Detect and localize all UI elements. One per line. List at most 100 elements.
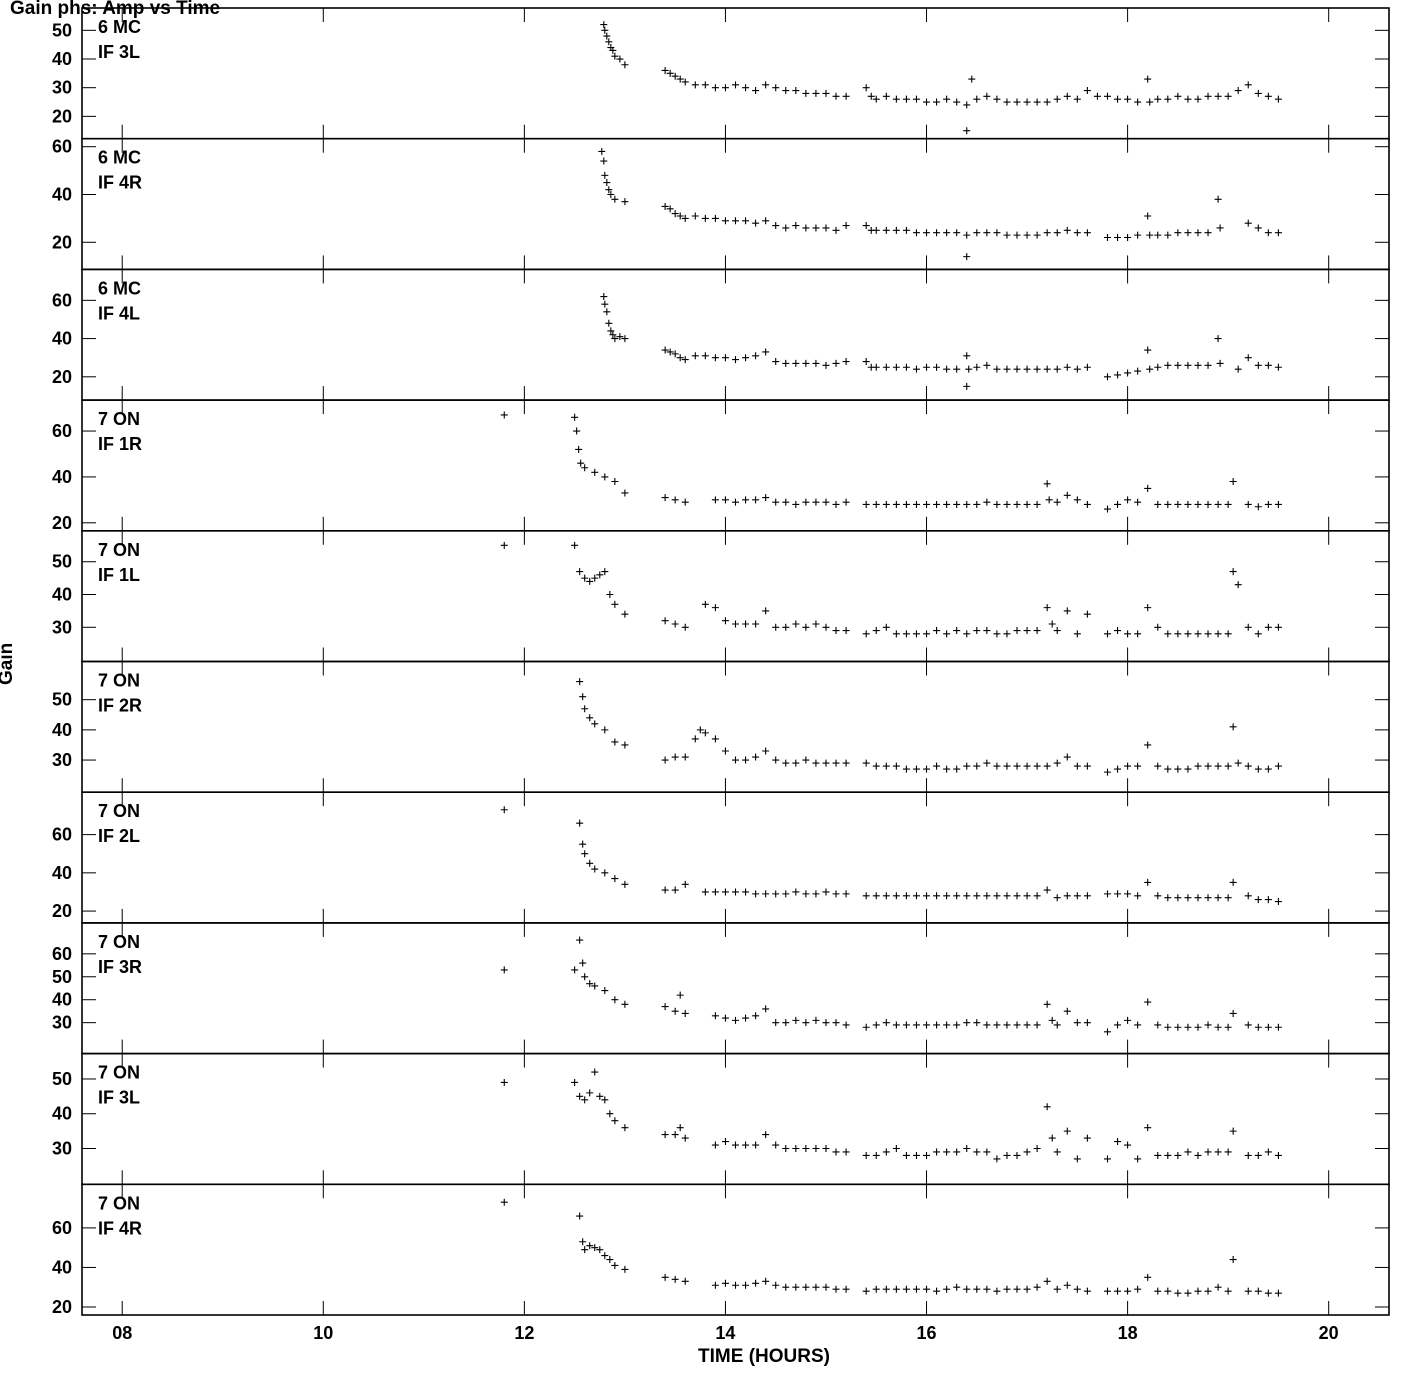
gain-point (1184, 1023, 1192, 1031)
gain-point (596, 1092, 604, 1100)
gain-point (1103, 1028, 1111, 1036)
gain-point (772, 498, 780, 506)
gain-point (762, 494, 770, 502)
gain-point (953, 765, 961, 773)
gain-point (862, 358, 870, 366)
gain-point (1023, 892, 1031, 900)
gain-point (1164, 231, 1172, 239)
gain-point (1204, 92, 1212, 100)
gain-point (1194, 1287, 1202, 1295)
gain-point (661, 346, 669, 354)
gain-point (902, 1151, 910, 1159)
gain-point (721, 747, 729, 755)
gain-point (802, 89, 810, 97)
gain-point (676, 212, 684, 220)
gain-point (1194, 630, 1202, 638)
gain-point (681, 356, 689, 364)
gain-point (711, 888, 719, 896)
gain-point (1264, 765, 1272, 773)
gain-point (1146, 98, 1154, 106)
gain-point (1033, 1144, 1041, 1152)
gain-point (1274, 229, 1282, 237)
gain-point (1083, 1019, 1091, 1027)
gain-point (933, 98, 941, 106)
gain-point (752, 1012, 760, 1020)
y-tick-label: 40 (52, 1257, 72, 1277)
gain-point (1204, 361, 1212, 369)
gain-point (742, 756, 750, 764)
gain-point (792, 759, 800, 767)
panel-4: 20 40 60 7 ON IF 1R (52, 399, 1390, 533)
gain-point (1194, 361, 1202, 369)
gain-point (973, 1148, 981, 1156)
gain-point (721, 888, 729, 896)
gain-point (1154, 1021, 1162, 1029)
gain-point (605, 186, 613, 194)
gain-point (1274, 623, 1282, 631)
gain-point (1229, 478, 1237, 486)
gain-point (842, 1285, 850, 1293)
y-tick-label: 20 (52, 106, 72, 126)
panel-antenna-label: 7 ON (98, 801, 140, 821)
gain-point (1043, 762, 1051, 770)
gain-point (993, 762, 1001, 770)
gain-point (611, 1117, 619, 1125)
gain-point (862, 84, 870, 92)
gain-point (691, 352, 699, 360)
gain-point (953, 229, 961, 237)
gain-point (1103, 630, 1111, 638)
gain-point (1103, 768, 1111, 776)
gain-point (1254, 1151, 1262, 1159)
gain-point (701, 81, 709, 89)
gain-point (1063, 491, 1071, 499)
gain-point (1174, 1151, 1182, 1159)
gain-point (1103, 890, 1111, 898)
gain-point (1234, 365, 1242, 373)
gain-point (721, 1279, 729, 1287)
y-tick-label: 20 (52, 232, 72, 252)
x-tick-label: 12 (514, 1323, 534, 1343)
gain-point (1254, 503, 1262, 511)
gain-point (1164, 95, 1172, 103)
gain-point (802, 359, 810, 367)
gain-point (1164, 1023, 1172, 1031)
gain-point (882, 226, 890, 234)
gain-point (1073, 95, 1081, 103)
gain-point (812, 759, 820, 767)
gain-point (742, 496, 750, 504)
gain-point (1144, 346, 1152, 354)
gain-point (1033, 231, 1041, 239)
y-tick-label: 60 (52, 421, 72, 441)
gain-point (606, 1256, 614, 1264)
gain-point (1144, 998, 1152, 1006)
y-tick-label: 40 (52, 1104, 72, 1124)
gain-point (1103, 373, 1111, 381)
gain-point (812, 498, 820, 506)
gain-point (842, 1148, 850, 1156)
gain-point (993, 500, 1001, 508)
gain-point (1124, 890, 1132, 898)
gain-point (842, 890, 850, 898)
gain-point (892, 762, 900, 770)
gain-point (676, 1124, 684, 1132)
gain-point (661, 66, 669, 74)
y-tick-label: 40 (52, 184, 72, 204)
gain-point (812, 89, 820, 97)
gain-point (1174, 630, 1182, 638)
gain-point (1053, 1148, 1061, 1156)
gain-point (1154, 363, 1162, 371)
gain-point (1229, 1256, 1237, 1264)
gain-point (862, 759, 870, 767)
gain-point (621, 610, 629, 618)
gain-point (666, 69, 674, 77)
gain-point (586, 577, 594, 585)
gain-point (1229, 723, 1237, 731)
gain-point (882, 363, 890, 371)
gain-point (882, 623, 890, 631)
gain-point (983, 1285, 991, 1293)
gain-point (782, 224, 790, 232)
gain-point (1003, 98, 1011, 106)
gain-point (732, 1016, 739, 1024)
gain-point (782, 498, 790, 506)
gain-point (1073, 365, 1081, 373)
